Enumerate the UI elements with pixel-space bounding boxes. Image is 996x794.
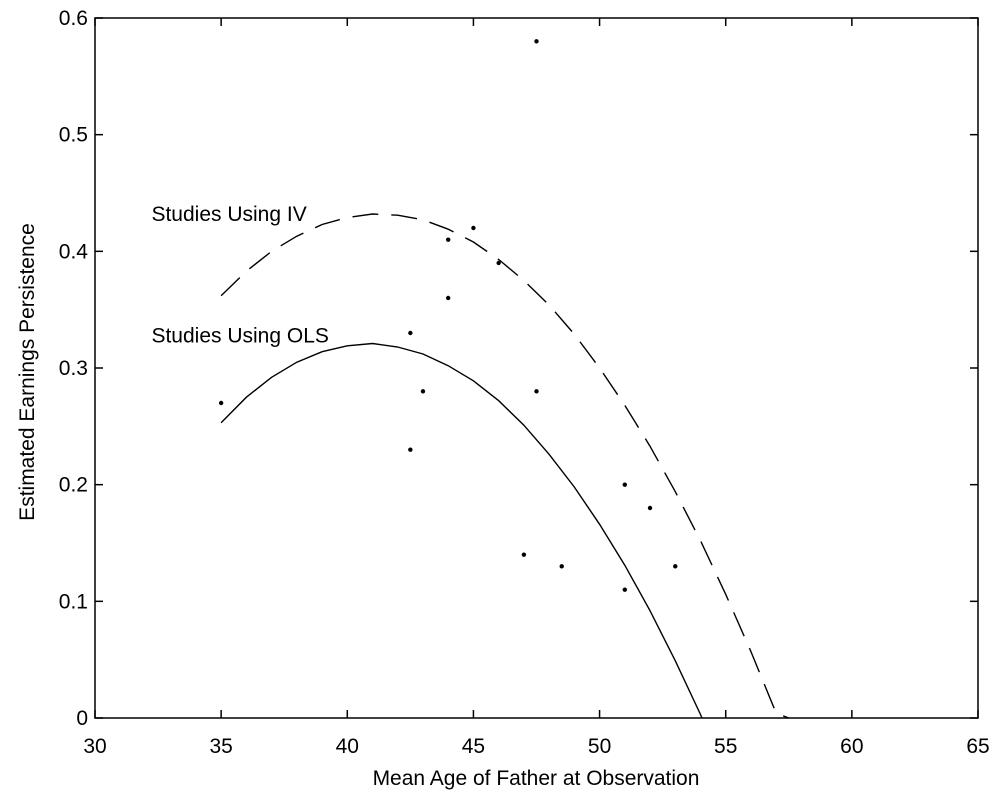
data-point <box>408 447 413 452</box>
y-tick-label: 0.4 <box>59 240 89 263</box>
x-tick-label: 60 <box>840 735 863 758</box>
x-tick-label: 50 <box>588 735 611 758</box>
data-point <box>420 389 426 394</box>
data-point <box>521 552 527 557</box>
iv-fit-curve <box>220 213 790 718</box>
data-point <box>496 260 501 266</box>
y-axis-label: Estimated Earnings Persistence <box>16 223 39 521</box>
data-point <box>471 225 476 231</box>
data-point <box>534 389 539 394</box>
data-point <box>218 400 224 406</box>
x-tick-label: 30 <box>83 735 106 758</box>
ols-curve-label: Studies Using OLS <box>151 324 328 347</box>
data-point <box>559 564 564 569</box>
data-point <box>408 330 413 336</box>
y-tick-label: 0.1 <box>59 590 88 613</box>
x-axis-label: Mean Age of Father at Observation <box>373 767 700 790</box>
plot-frame <box>94 17 979 719</box>
y-axis-ticks: 0 0.1 0.2 0.3 0.4 0.5 0.6 <box>59 7 978 730</box>
fitted-curves <box>220 213 790 718</box>
x-axis-ticks: 30 35 40 45 50 55 60 65 <box>83 18 990 758</box>
y-tick-label: 0.5 <box>59 124 88 147</box>
data-point <box>622 482 627 487</box>
x-tick-label: 65 <box>966 735 989 758</box>
y-tick-label: 0.2 <box>59 474 88 497</box>
data-point <box>446 237 451 242</box>
data-point <box>622 587 627 592</box>
data-point <box>446 295 451 301</box>
x-tick-label: 45 <box>462 735 485 758</box>
ols-fit-curve <box>220 342 703 718</box>
y-tick-label: 0 <box>76 707 88 730</box>
x-tick-label: 40 <box>336 735 359 758</box>
x-tick-label: 35 <box>209 735 232 758</box>
x-tick-label: 55 <box>714 735 737 758</box>
curve-annotations: Studies Using IV Studies Using OLS <box>151 203 328 347</box>
data-point <box>673 564 678 569</box>
data-point <box>647 505 653 511</box>
y-tick-label: 0.6 <box>59 7 88 30</box>
data-points <box>218 39 678 592</box>
iv-curve-label: Studies Using IV <box>151 203 306 226</box>
data-point <box>534 39 539 44</box>
y-tick-label: 0.3 <box>59 357 88 380</box>
